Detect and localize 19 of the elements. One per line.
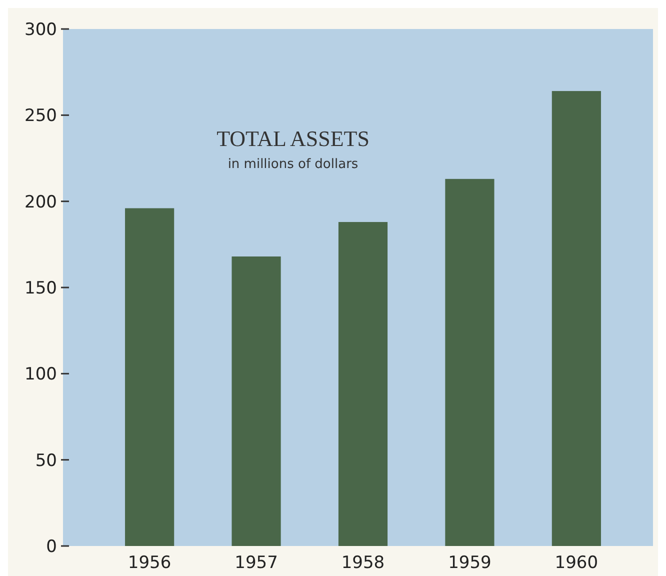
y-tick-label: 250: [24, 106, 57, 126]
y-tick-label: 150: [24, 278, 57, 298]
y-tick-label: 50: [35, 450, 57, 471]
y-tick-label: 200: [24, 192, 57, 212]
x-tick-label: 1960: [554, 553, 598, 573]
bar: [338, 222, 388, 546]
x-tick-label: 1958: [341, 553, 385, 573]
y-tick-label: 100: [24, 364, 57, 385]
text: in millions of dollars: [228, 157, 358, 172]
x-tick-label: 1957: [234, 553, 278, 573]
bar: [232, 256, 281, 546]
bar: [125, 208, 174, 546]
x-tick-label: 1956: [128, 553, 172, 573]
x-tick-label: 1959: [448, 553, 492, 573]
bar: [445, 178, 494, 546]
bar: [552, 91, 601, 546]
y-tick-label: 0: [46, 536, 57, 557]
text: TOTAL ASSETS: [216, 126, 370, 151]
y-tick-label: 300: [24, 20, 57, 40]
